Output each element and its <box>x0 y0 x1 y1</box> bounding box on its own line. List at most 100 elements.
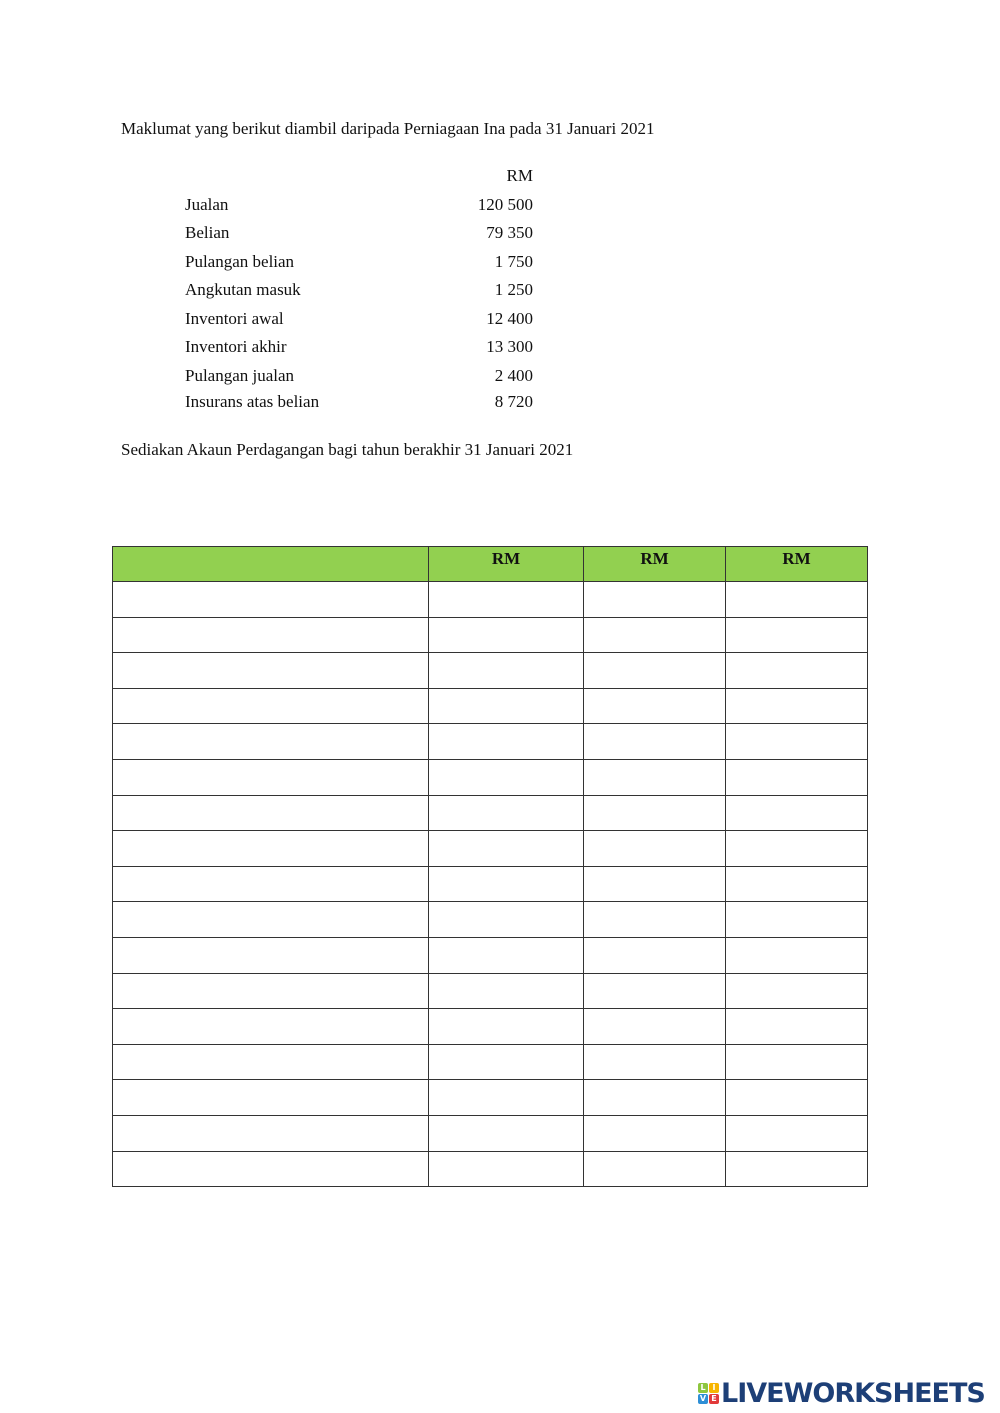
answer-cell[interactable] <box>583 830 726 867</box>
answer-cell[interactable] <box>428 1114 584 1152</box>
answer-cell[interactable] <box>112 758 429 796</box>
instruction-text: Sediakan Akaun Perdagangan bagi tahun be… <box>121 440 574 459</box>
answer-cell[interactable] <box>112 972 429 1010</box>
answer-cell[interactable] <box>112 794 429 832</box>
answer-cell[interactable] <box>112 1008 429 1045</box>
answer-cell[interactable] <box>428 652 584 689</box>
answer-cell[interactable] <box>428 1079 584 1116</box>
answer-cell[interactable] <box>112 936 429 974</box>
answer-cell[interactable] <box>112 865 429 903</box>
header-cell: RM <box>725 546 868 582</box>
item-value: 2 400 <box>494 366 533 385</box>
table-row <box>112 581 868 618</box>
answer-cell[interactable] <box>428 1043 584 1081</box>
answer-cell[interactable] <box>725 830 868 867</box>
answer-cell[interactable] <box>725 652 868 689</box>
answer-cell[interactable] <box>583 936 726 974</box>
item-value: 79 350 <box>486 223 533 242</box>
answer-cell[interactable] <box>725 758 868 796</box>
answer-cell[interactable] <box>583 652 726 689</box>
table-row <box>112 1150 868 1188</box>
answer-cell[interactable] <box>583 581 726 618</box>
currency-header: RM <box>506 166 533 185</box>
table-row <box>112 758 868 796</box>
answer-cell[interactable] <box>583 1114 726 1152</box>
answer-cell[interactable] <box>725 687 868 725</box>
answer-cell[interactable] <box>725 723 868 760</box>
answer-cell[interactable] <box>428 901 584 938</box>
item-value: 8 720 <box>494 392 533 411</box>
answer-cell[interactable] <box>725 901 868 938</box>
answer-cell[interactable] <box>112 830 429 867</box>
answer-cell[interactable] <box>112 1114 429 1152</box>
table-row <box>112 936 868 974</box>
answer-cell[interactable] <box>725 1150 868 1188</box>
table-row <box>112 1008 868 1045</box>
answer-cell[interactable] <box>428 723 584 760</box>
answer-cell[interactable] <box>428 758 584 796</box>
answer-cell[interactable] <box>112 1079 429 1116</box>
answer-cell[interactable] <box>583 723 726 760</box>
answer-cell[interactable] <box>725 1008 868 1045</box>
answer-cell[interactable] <box>725 581 868 618</box>
table-row <box>112 794 868 832</box>
answer-cell[interactable] <box>112 723 429 760</box>
answer-cell[interactable] <box>583 1150 726 1188</box>
intro-text: Maklumat yang berikut diambil daripada P… <box>121 119 655 138</box>
header-cell: RM <box>428 546 584 582</box>
answer-cell[interactable] <box>725 794 868 832</box>
table-row <box>112 865 868 903</box>
table-row <box>112 723 868 760</box>
answer-cell[interactable] <box>725 1043 868 1081</box>
item-value: 12 400 <box>486 309 533 328</box>
answer-cell[interactable] <box>112 1043 429 1081</box>
answer-cell[interactable] <box>725 1079 868 1116</box>
answer-cell[interactable] <box>112 581 429 618</box>
answer-cell[interactable] <box>428 616 584 654</box>
answer-cell[interactable] <box>583 1079 726 1116</box>
trading-account-table: RM RM RM <box>112 546 868 1188</box>
answer-cell[interactable] <box>725 1114 868 1152</box>
table-row <box>112 687 868 725</box>
table-row <box>112 1114 868 1152</box>
answer-cell[interactable] <box>583 794 726 832</box>
table-row <box>112 1043 868 1081</box>
answer-cell[interactable] <box>112 616 429 654</box>
answer-cell[interactable] <box>428 972 584 1010</box>
answer-cell[interactable] <box>725 936 868 974</box>
answer-cell[interactable] <box>583 687 726 725</box>
answer-cell[interactable] <box>428 1008 584 1045</box>
answer-cell[interactable] <box>428 794 584 832</box>
answer-cell[interactable] <box>583 1008 726 1045</box>
answer-cell[interactable] <box>428 936 584 974</box>
answer-cell[interactable] <box>725 972 868 1010</box>
answer-cell[interactable] <box>583 865 726 903</box>
answer-cell[interactable] <box>112 901 429 938</box>
table-row <box>112 972 868 1010</box>
answer-cell[interactable] <box>725 616 868 654</box>
answer-cell[interactable] <box>428 581 584 618</box>
item-value: 1 250 <box>494 280 533 299</box>
item-label: Inventori awal <box>185 309 284 328</box>
answer-cell[interactable] <box>428 865 584 903</box>
answer-cell[interactable] <box>112 687 429 725</box>
answer-cell[interactable] <box>112 652 429 689</box>
header-cell <box>112 546 429 582</box>
table-row <box>112 1079 868 1116</box>
item-value: 13 300 <box>486 337 533 356</box>
answer-cell[interactable] <box>428 687 584 725</box>
answer-cell[interactable] <box>112 1150 429 1188</box>
answer-cell[interactable] <box>583 616 726 654</box>
answer-cell[interactable] <box>583 972 726 1010</box>
answer-cell[interactable] <box>583 1043 726 1081</box>
answer-cell[interactable] <box>428 830 584 867</box>
header-cell: RM <box>583 546 726 582</box>
item-label: Belian <box>185 223 230 242</box>
answer-cell[interactable] <box>583 758 726 796</box>
answer-cell[interactable] <box>583 901 726 938</box>
answer-cell[interactable] <box>428 1150 584 1188</box>
table-row <box>112 830 868 867</box>
answer-cell[interactable] <box>725 865 868 903</box>
table-row <box>112 901 868 938</box>
